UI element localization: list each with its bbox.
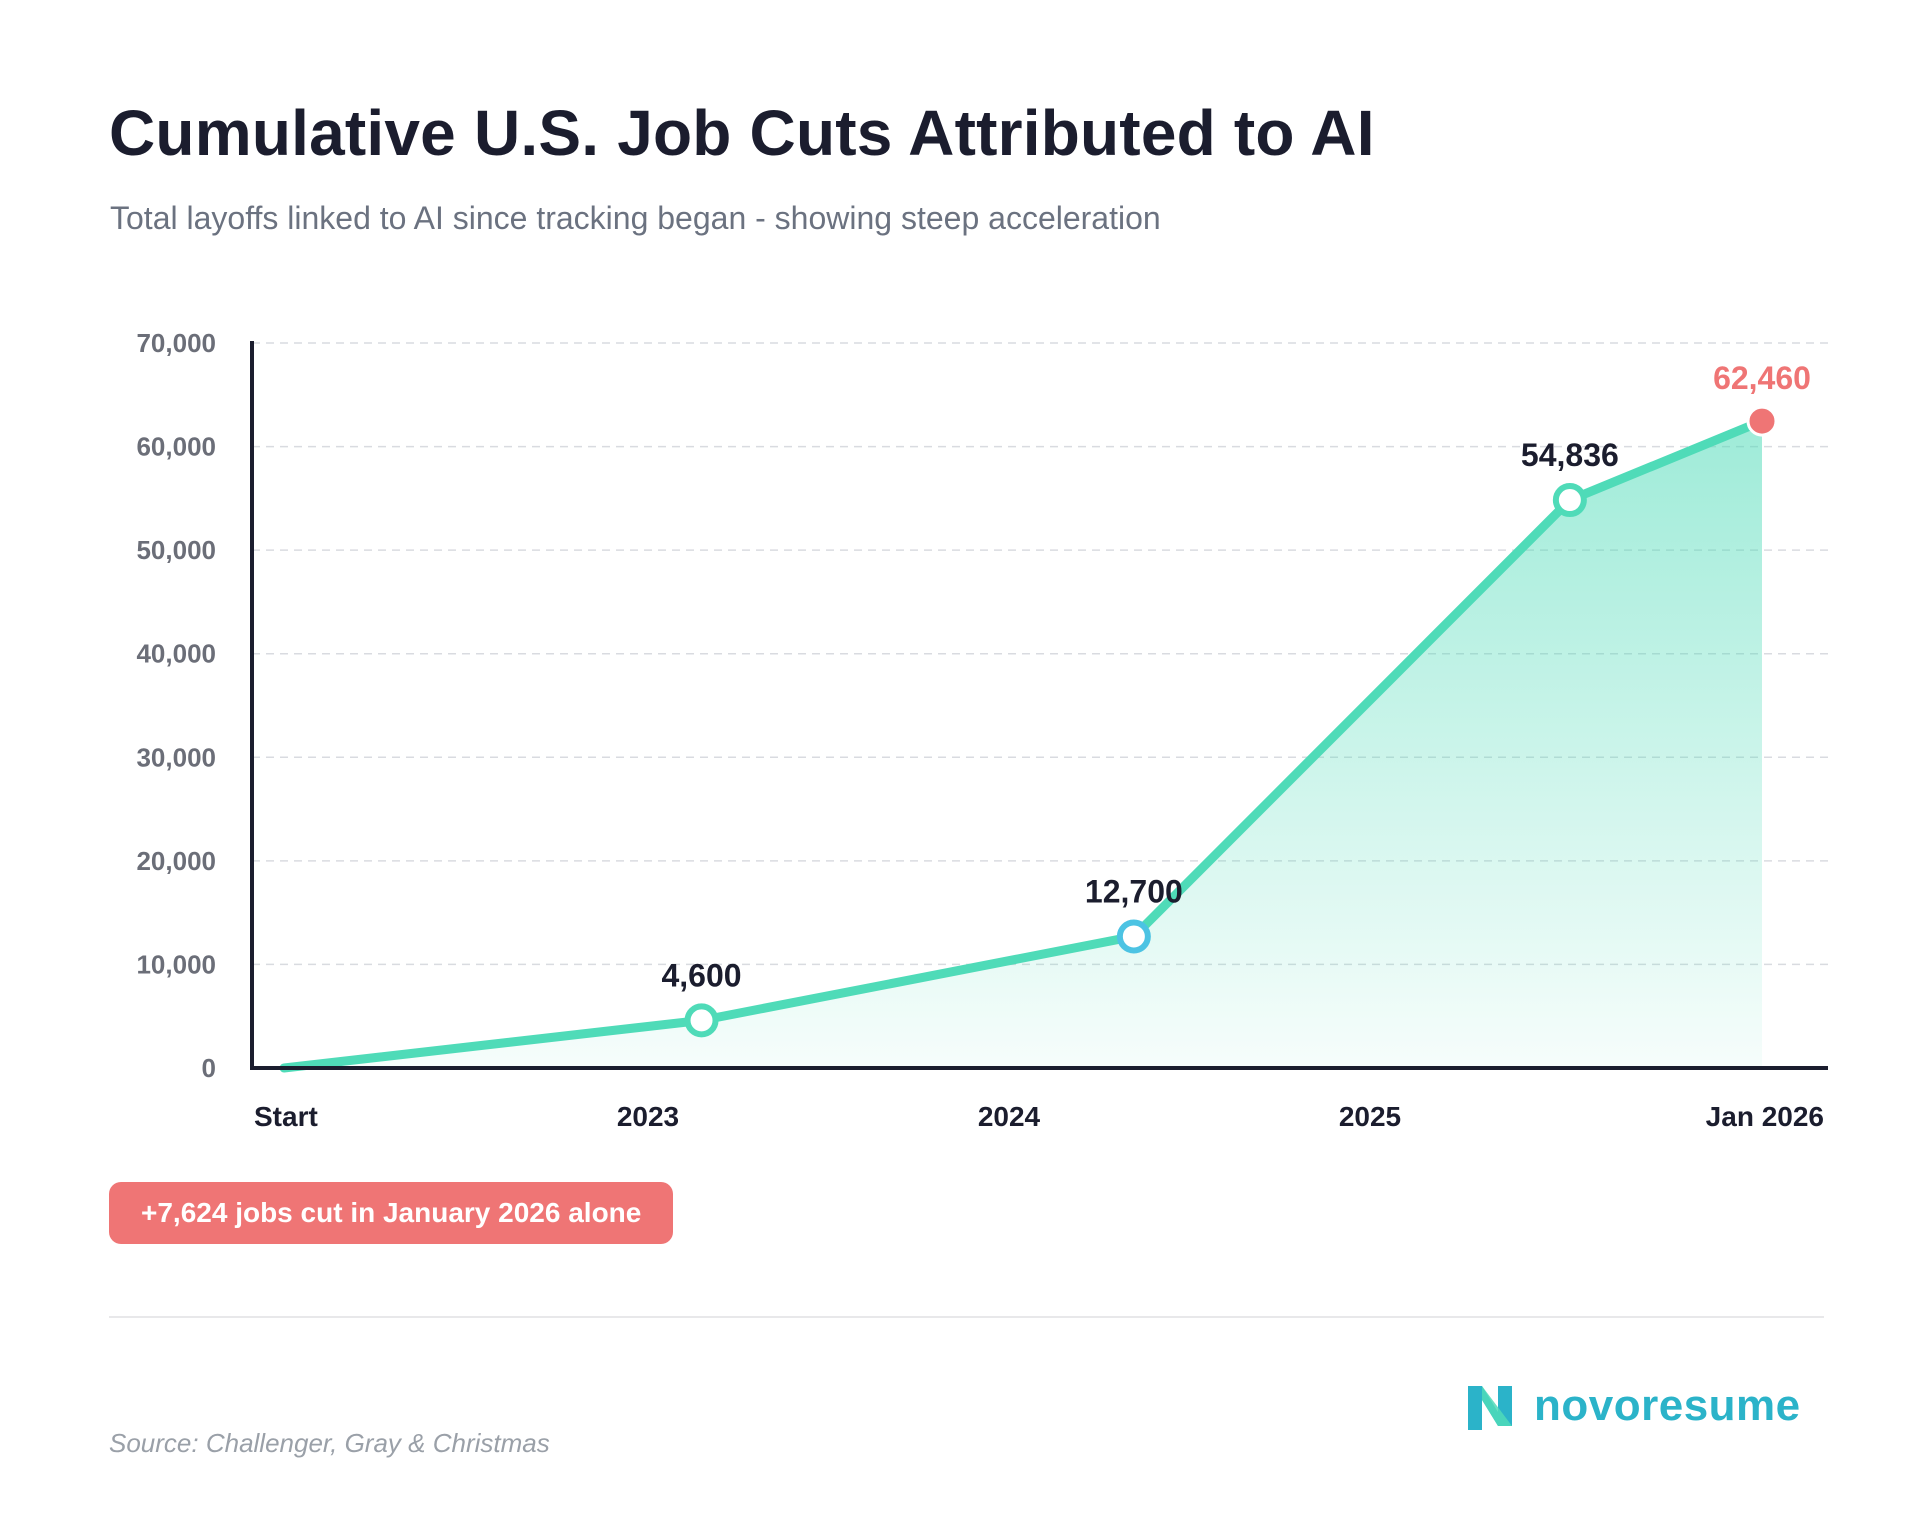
- novoresume-logo-icon: [1468, 1386, 1512, 1430]
- x-tick-label: 2023: [617, 1101, 679, 1132]
- y-tick-label: 20,000: [136, 846, 216, 876]
- source-note: Source: Challenger, Gray & Christmas: [109, 1428, 550, 1458]
- x-tick-label: Jan 2026: [1706, 1101, 1824, 1132]
- chart-subtitle: Total layoffs linked to AI since trackin…: [110, 200, 1161, 236]
- y-tick-label: 0: [202, 1053, 216, 1083]
- x-tick-label: 2024: [978, 1101, 1041, 1132]
- data-label: 54,836: [1521, 437, 1619, 473]
- data-labels: 4,600 12,700 54,836 62,460: [661, 360, 1810, 993]
- y-tick-label: 10,000: [136, 949, 216, 979]
- y-tick-label: 60,000: [136, 432, 216, 462]
- data-label-highlight: 62,460: [1713, 360, 1811, 396]
- x-tick-label: 2025: [1339, 1101, 1401, 1132]
- area-fill: [284, 421, 1762, 1068]
- callout-badge: +7,624 jobs cut in January 2026 alone: [109, 1182, 674, 1244]
- data-point: [684, 1003, 719, 1038]
- data-point: [1116, 919, 1151, 954]
- x-tick-label: Start: [254, 1101, 318, 1132]
- logo-text: novoresume: [1534, 1381, 1801, 1430]
- footer-divider: [109, 1316, 1824, 1318]
- data-label: 4,600: [661, 957, 741, 993]
- y-tick-label: 70,000: [136, 328, 216, 358]
- data-label: 12,700: [1085, 873, 1183, 909]
- line-area-chart: 0 10,000 20,000 30,000 40,000 50,000 60,000 70,…: [136, 328, 1828, 1132]
- y-tick-label: 40,000: [136, 639, 216, 669]
- x-axis-ticks: Start 2023 2024 2025 Jan 2026: [254, 1101, 1824, 1132]
- y-tick-label: 50,000: [136, 535, 216, 565]
- y-tick-label: 30,000: [136, 742, 216, 772]
- data-point: [1552, 483, 1587, 518]
- brand-logo: novoresume: [1462, 1378, 1801, 1434]
- data-point-highlight: [1746, 405, 1778, 437]
- data-points: [684, 405, 1778, 1038]
- chart-title: Cumulative U.S. Job Cuts Attributed to A…: [109, 97, 1375, 169]
- y-axis-ticks: 0 10,000 20,000 30,000 40,000 50,000 60,000 70,…: [136, 328, 216, 1083]
